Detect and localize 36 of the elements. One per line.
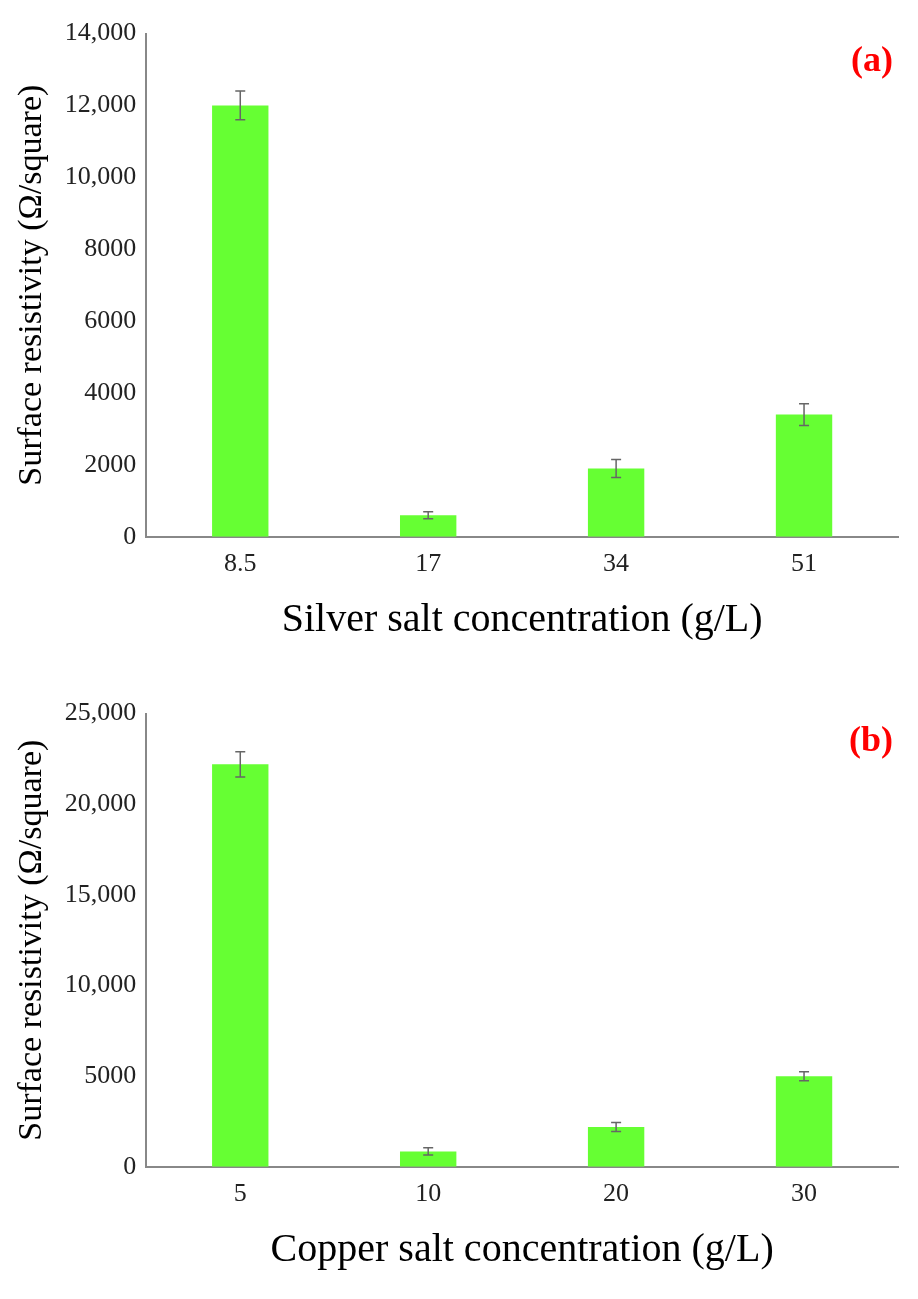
y-tick-label: 15,000: [64, 878, 137, 908]
bar: [587, 1126, 645, 1167]
bar: [775, 414, 833, 537]
x-tick-label: 20: [603, 1178, 630, 1208]
x-tick-label: 51: [791, 548, 818, 578]
y-tick-label: 0: [123, 520, 137, 550]
annotation: (b): [849, 718, 893, 759]
annotation: (a): [851, 38, 893, 79]
x-axis-title: Silver salt concentration (g/L): [281, 594, 763, 640]
y-axis-title: Surface resistivity (Ω/square): [11, 84, 50, 486]
x-axis-title: Copper salt concentration (g/L): [270, 1224, 774, 1270]
bar: [212, 764, 269, 1167]
x-tick-label: 5: [233, 1178, 247, 1208]
y-tick-label: 0: [123, 1150, 137, 1180]
bar: [400, 515, 457, 537]
x-tick-label: 10: [415, 1178, 442, 1208]
x-tick-label: 8.5: [224, 548, 257, 578]
y-axis-title: Surface resistivity (Ω/square): [11, 739, 50, 1141]
bar: [400, 1151, 457, 1167]
bar: [587, 468, 645, 537]
y-tick-label: 8000: [84, 233, 137, 263]
y-tick-label: 10,000: [64, 161, 137, 191]
x-tick-label: 30: [791, 1178, 818, 1208]
x-tick-label: 17: [415, 548, 442, 578]
bar: [212, 105, 269, 537]
y-tick-label: 4000: [84, 376, 137, 406]
y-tick-label: 2000: [84, 448, 137, 478]
y-tick-label: 12,000: [64, 89, 137, 119]
y-tick-label: 10,000: [64, 969, 137, 999]
y-tick-label: 6000: [84, 304, 137, 334]
y-tick-label: 25,000: [64, 697, 137, 727]
y-tick-label: 20,000: [64, 788, 137, 818]
bar: [775, 1076, 833, 1167]
x-tick-label: 34: [603, 548, 630, 578]
y-tick-label: 5000: [84, 1059, 137, 1089]
y-tick-label: 14,000: [64, 17, 137, 47]
